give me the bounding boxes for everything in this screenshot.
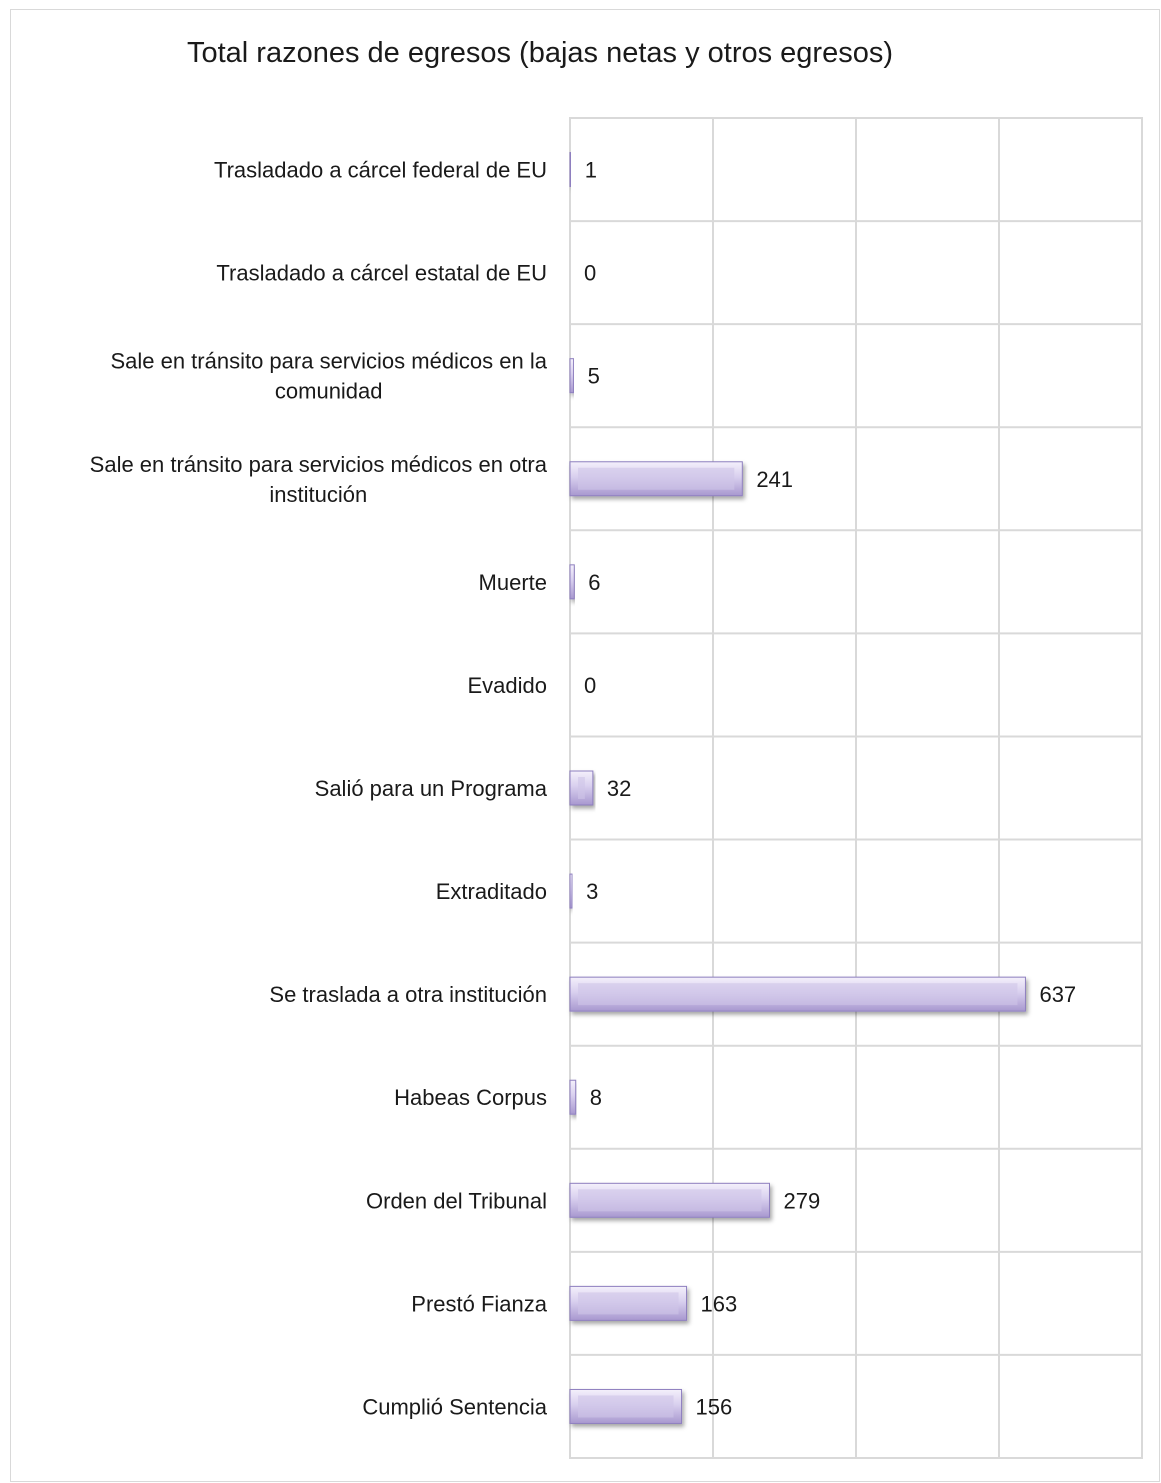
- category-label: Orden del Tribunal: [366, 1188, 547, 1213]
- category-label: Trasladado a cárcel estatal de EU: [216, 261, 547, 286]
- value-label: 6: [588, 570, 600, 595]
- value-label: 32: [607, 776, 631, 801]
- category-label: Trasladado a cárcel federal de EU: [214, 158, 547, 183]
- chart-title: Total razones de egresos (bajas netas y …: [187, 37, 893, 69]
- value-label: 637: [1039, 982, 1076, 1007]
- bar: [569, 1182, 770, 1218]
- bar: [569, 358, 575, 394]
- grid-lines: [570, 118, 1142, 1458]
- category-label: Muerte: [479, 570, 547, 595]
- category-label: Prestó Fianza: [411, 1291, 547, 1316]
- value-label: 1: [585, 158, 597, 183]
- category-label: Habeas Corpus: [394, 1085, 547, 1110]
- category-label: Evadido: [467, 673, 547, 698]
- value-label: 5: [588, 364, 600, 389]
- category-label: Salió para un Programa: [315, 776, 548, 801]
- category-label: Sale en tránsito para servicios médicos …: [110, 349, 547, 404]
- bar: [569, 873, 573, 909]
- bar: [569, 564, 575, 600]
- bar: [569, 976, 1026, 1012]
- chart-frame: [10, 9, 1160, 1482]
- bar: [569, 152, 572, 188]
- category-labels: Trasladado a cárcel federal de EU Traslad…: [90, 158, 548, 1420]
- bar: [569, 1285, 688, 1321]
- bar: [569, 1079, 577, 1115]
- value-label: 279: [783, 1188, 820, 1213]
- category-label: Extraditado: [436, 879, 547, 904]
- value-label: 0: [584, 673, 596, 698]
- value-label: 0: [584, 261, 596, 286]
- value-label: 241: [756, 467, 793, 492]
- bar: [569, 770, 594, 806]
- value-labels: 1 0 5 241 6 0 32 3 637 8 279 163 156: [584, 158, 1076, 1420]
- value-label: 163: [701, 1291, 738, 1316]
- bar: [569, 461, 743, 497]
- category-label: Cumplió Sentencia: [362, 1394, 547, 1419]
- category-label: Sale en tránsito para servicios médicos …: [90, 452, 548, 507]
- value-label: 3: [586, 879, 598, 904]
- bar: [569, 1388, 683, 1424]
- bars: [569, 152, 1026, 1424]
- value-label: 8: [590, 1085, 602, 1110]
- category-label: Se traslada a otra institución: [269, 982, 547, 1007]
- value-label: 156: [696, 1394, 733, 1419]
